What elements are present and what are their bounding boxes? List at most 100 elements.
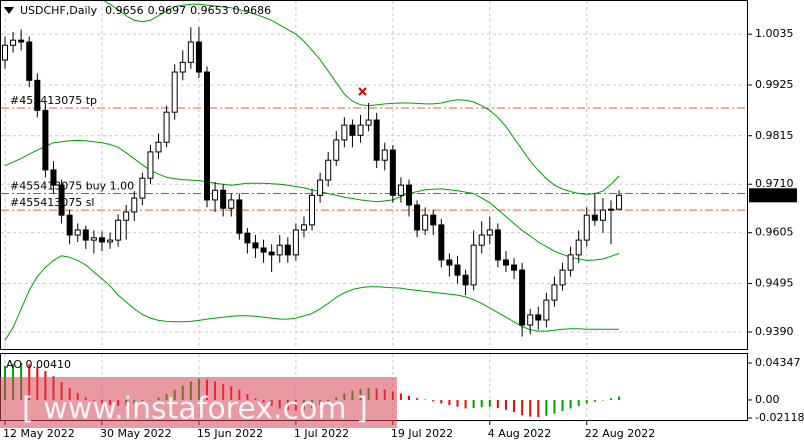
candle-body: [381, 149, 388, 161]
candle-body: [276, 244, 283, 256]
candle-body: [123, 211, 130, 221]
candle-body: [325, 159, 332, 181]
candle-body: [389, 149, 396, 196]
ao-bar: [561, 399, 564, 412]
y-tick-label: 0.9925: [755, 78, 794, 91]
y-tick-label: 1.0035: [755, 27, 794, 40]
candle-body: [470, 244, 477, 286]
ao-bar: [513, 399, 516, 412]
candle-body: [26, 41, 33, 81]
x-tick-label: 22 Aug 2022: [585, 427, 655, 440]
y-tick-label: 0.04347: [755, 356, 801, 369]
x-tick-label: 4 Aug 2022: [488, 427, 551, 440]
candle-body: [147, 151, 154, 179]
ao-bar: [408, 395, 410, 400]
candle-body: [107, 239, 114, 243]
candle-body: [252, 242, 259, 249]
candle-body: [195, 41, 202, 73]
ao-bar: [472, 399, 475, 409]
candle-body: [422, 214, 429, 231]
candle-body: [10, 39, 17, 46]
candle-body: [567, 254, 574, 271]
open-value: 0.9656: [105, 4, 144, 17]
ao-bar: [416, 398, 419, 400]
ao-bar: [432, 399, 435, 402]
candle-body: [139, 177, 146, 199]
candle-body: [58, 184, 65, 216]
ao-bar: [399, 393, 402, 400]
candle-body: [357, 124, 364, 136]
y-tick-label: 0.9390: [755, 325, 794, 338]
ao-bar: [545, 399, 548, 416]
candle-body: [341, 124, 348, 141]
ao-bar: [488, 399, 491, 407]
symbol: USDCHF,Daily: [20, 4, 98, 17]
close-value: 0.9686: [233, 4, 272, 17]
last-price-label: 0.9686: [753, 188, 792, 201]
candle-body: [535, 314, 542, 321]
ao-bar: [577, 399, 580, 406]
y-tick-label: 0.9815: [755, 129, 794, 142]
candle-body: [559, 269, 566, 286]
candle-body: [486, 229, 493, 236]
candle-body: [300, 224, 307, 231]
ao-bar: [504, 399, 507, 410]
candle-body: [42, 109, 49, 171]
ao-bar: [618, 396, 621, 400]
candle-body: [494, 229, 501, 261]
candle-body: [50, 169, 57, 186]
ao-bar: [585, 399, 588, 404]
candle-body: [260, 247, 267, 253]
price-frame: [0, 0, 748, 350]
candle-body: [66, 214, 73, 236]
ao-bar: [601, 399, 604, 401]
candle-body: [18, 39, 25, 43]
candle-body: [551, 284, 558, 301]
ao-bar: [496, 399, 499, 409]
candle-body: [220, 189, 227, 209]
watermark-box: [0, 377, 397, 428]
candle-body: [292, 229, 299, 256]
candle-body: [317, 179, 324, 196]
ao-bar: [521, 399, 524, 416]
candle-body: [616, 194, 623, 210]
chart-header: USDCHF,Daily 0.9656 0.9697 0.9653 0.9686: [20, 4, 271, 17]
x-tick-label: 1 Jul 2022: [294, 427, 349, 440]
ao-bar: [610, 398, 612, 400]
candle-body: [478, 234, 485, 246]
y-tick-label: 0.9495: [755, 277, 794, 290]
candle-body: [397, 184, 404, 196]
ao-bar: [593, 399, 596, 402]
menu-icon[interactable]: [4, 7, 14, 14]
close-marker: [358, 87, 367, 96]
axes: 1.0035 0.9925 0.9815 0.9710 0.9605 0.9495 0.93…: [3, 27, 804, 440]
candle-body: [543, 299, 550, 321]
candle-body: [454, 264, 461, 276]
watermark: [ www.instaforex.com ]: [22, 392, 368, 427]
candle-body: [171, 71, 178, 113]
candle-body: [74, 229, 81, 236]
candle-body: [115, 219, 122, 241]
candle-body: [90, 237, 97, 241]
last-price-box: [749, 188, 797, 203]
candle-body: [591, 214, 598, 221]
x-tick-label: 30 May 2022: [100, 427, 172, 440]
ao-bar: [480, 399, 483, 408]
candle-body: [268, 251, 275, 256]
candle-body: [179, 61, 186, 73]
y-tick-label: 0.9605: [755, 226, 794, 239]
candle-body: [228, 199, 235, 209]
ao-bar: [456, 399, 459, 407]
candle-body: [462, 274, 469, 286]
candle-body: [204, 71, 210, 201]
y-tick-label: -0.02118: [755, 411, 804, 424]
candle-body: [163, 111, 170, 143]
candle-body: [284, 244, 291, 256]
order-label: #455413075 sl: [10, 196, 95, 209]
candle-body: [244, 232, 251, 244]
candle-body: [349, 124, 356, 136]
candle-body: [519, 269, 526, 326]
candle-body: [373, 119, 380, 161]
